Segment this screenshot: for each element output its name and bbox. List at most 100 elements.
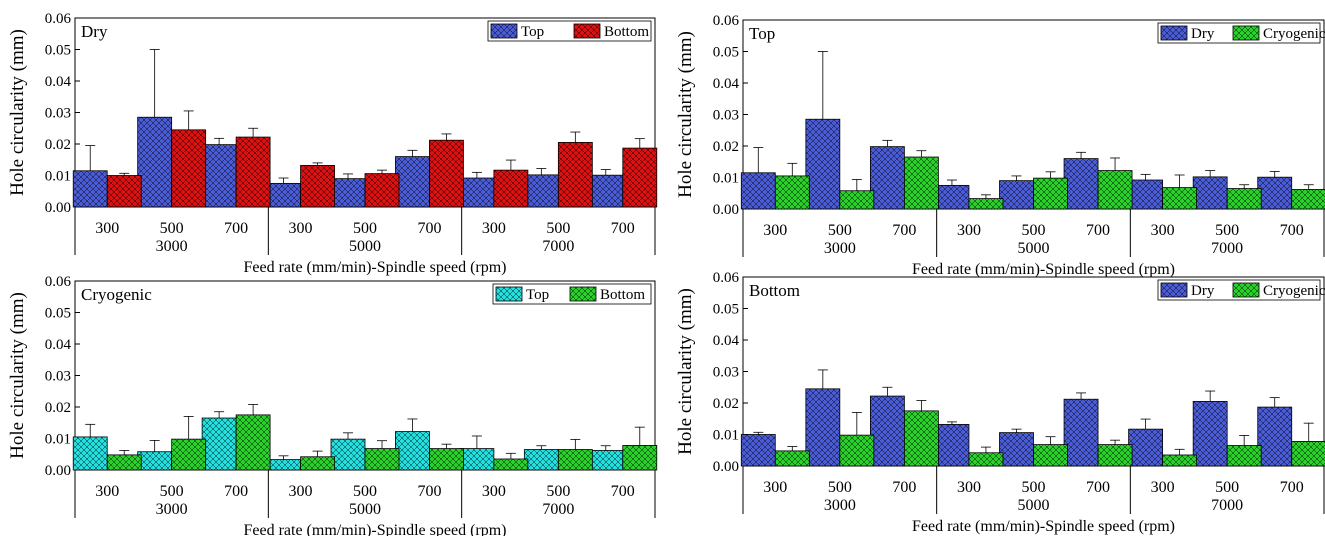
bar-dry <box>1128 179 1164 210</box>
x-group-label: 7000 <box>542 238 574 255</box>
x-tick-label: 700 <box>892 479 916 496</box>
bar-bottom <box>235 136 271 208</box>
x-tick-label: 700 <box>224 220 248 237</box>
bar-top <box>330 178 366 208</box>
bar-top <box>72 436 108 471</box>
y-tick-label: 0.06 <box>713 13 740 29</box>
legend-label: Bottom <box>604 24 649 40</box>
x-tick-label: 500 <box>828 222 852 239</box>
panel-label: Top <box>749 24 775 43</box>
legend: Dry Cryogenic <box>1157 279 1325 301</box>
y-tick-label: 0.00 <box>45 200 71 216</box>
bar-bottom <box>106 454 142 471</box>
bar-bottom <box>493 458 529 471</box>
x-tick-label: 300 <box>1151 222 1175 239</box>
bar-dry <box>1257 406 1293 467</box>
y-tick-label: 0.01 <box>45 432 71 448</box>
y-tick-label: 0.03 <box>713 365 739 381</box>
legend-box <box>487 20 652 42</box>
x-group-label: 7000 <box>1211 497 1243 514</box>
x-tick-label: 500 <box>546 220 570 237</box>
chart-panel-bottom: 0.00 0.01 0.02 0.03 0.04 0.05 0.06 Hole circula… <box>675 270 1325 535</box>
x-tick-label: 500 <box>546 483 570 500</box>
x-group-label: 5000 <box>349 501 381 518</box>
legend-swatch-cryogenic <box>1232 25 1260 41</box>
bar-top <box>459 177 495 208</box>
y-tick-label: 0.06 <box>45 274 72 290</box>
y-tick-label: 0.04 <box>713 333 740 349</box>
legend-swatch-bottom <box>569 286 597 302</box>
y-tick-label: 0.05 <box>45 43 71 59</box>
bar-cryogenic <box>1226 188 1262 210</box>
x-tick-label: 500 <box>1022 479 1046 496</box>
y-tick-label: 0.06 <box>713 270 740 286</box>
legend-label: Dry <box>1191 283 1215 299</box>
bar-dry <box>934 424 970 467</box>
bar-cryogenic <box>774 450 810 467</box>
x-tick-label: 700 <box>1280 479 1304 496</box>
legend-label: Cryogenic <box>1263 283 1325 299</box>
y-tick-label: 0.04 <box>713 76 740 92</box>
y-axis-title: Hole circularity (mm) <box>675 31 696 198</box>
y-tick-label: 0.04 <box>45 337 72 353</box>
y-tick-label: 0.05 <box>713 302 739 318</box>
bar-top <box>330 438 366 471</box>
legend-label: Cryogenic <box>1263 26 1325 42</box>
bar-bottom <box>300 165 335 208</box>
bar-cryogenic <box>774 175 810 210</box>
bar-cryogenic <box>1097 444 1133 467</box>
bar-dry <box>805 388 841 467</box>
legend-label: Top <box>521 24 544 40</box>
bar-top <box>201 417 237 471</box>
bar-dry <box>1063 398 1099 467</box>
bar-bottom <box>622 147 658 208</box>
bar-top <box>266 459 301 471</box>
y-tick-label: 0.00 <box>713 202 739 218</box>
x-tick-label: 300 <box>289 220 313 237</box>
legend-swatch-cryogenic <box>1232 282 1260 298</box>
x-tick-label: 300 <box>95 483 119 500</box>
x-group-label: 5000 <box>1018 240 1050 257</box>
x-group-label: 3000 <box>824 240 856 257</box>
x-tick-label: 700 <box>1280 222 1304 239</box>
x-tick-label: 300 <box>289 483 313 500</box>
y-tick-label: 0.00 <box>713 459 739 475</box>
bar-dry <box>999 180 1034 210</box>
x-tick-label: 500 <box>1215 479 1239 496</box>
x-tick-label: 300 <box>763 479 787 496</box>
bar-bottom <box>364 173 400 208</box>
x-axis-title: Feed rate (mm/min)-Spindle speed (rpm) <box>243 522 506 536</box>
bar-bottom <box>300 456 335 471</box>
bar-dry <box>1192 176 1228 210</box>
legend: Top Bottom <box>492 283 652 305</box>
bar-cryogenic <box>839 190 875 210</box>
bar-dry <box>1257 176 1293 210</box>
chart-panel-dry: 0.00 0.01 0.02 0.03 0.04 0.05 0.06 Hole circula… <box>7 11 658 276</box>
x-tick-label: 500 <box>353 220 377 237</box>
x-tick-label: 700 <box>892 222 916 239</box>
bar-top <box>201 144 237 208</box>
x-tick-label: 700 <box>1086 479 1110 496</box>
x-tick-label: 500 <box>160 483 184 500</box>
bar-top <box>588 450 624 471</box>
y-tick-label: 0.02 <box>713 139 739 155</box>
legend-swatch-top <box>490 23 518 39</box>
bar-cryogenic <box>1291 189 1325 210</box>
y-tick-label: 0.04 <box>45 74 72 90</box>
x-axis-title: Feed rate (mm/min)-Spindle speed (rpm) <box>243 259 506 276</box>
bar-cryogenic <box>839 434 875 467</box>
y-axis-title: Hole circularity (mm) <box>675 288 696 455</box>
bar-cryogenic <box>968 198 1004 210</box>
bar-cryogenic <box>1162 454 1198 467</box>
legend-label: Bottom <box>600 287 645 303</box>
x-group-label: 7000 <box>542 501 574 518</box>
bar-cryogenic <box>903 156 939 210</box>
bar-top <box>137 116 173 208</box>
x-tick-label: 700 <box>1086 222 1110 239</box>
bar-dry <box>1063 158 1099 210</box>
bar-bottom <box>364 448 400 471</box>
y-tick-label: 0.00 <box>45 463 71 479</box>
x-tick-label: 300 <box>482 483 506 500</box>
bar-top <box>459 448 495 471</box>
